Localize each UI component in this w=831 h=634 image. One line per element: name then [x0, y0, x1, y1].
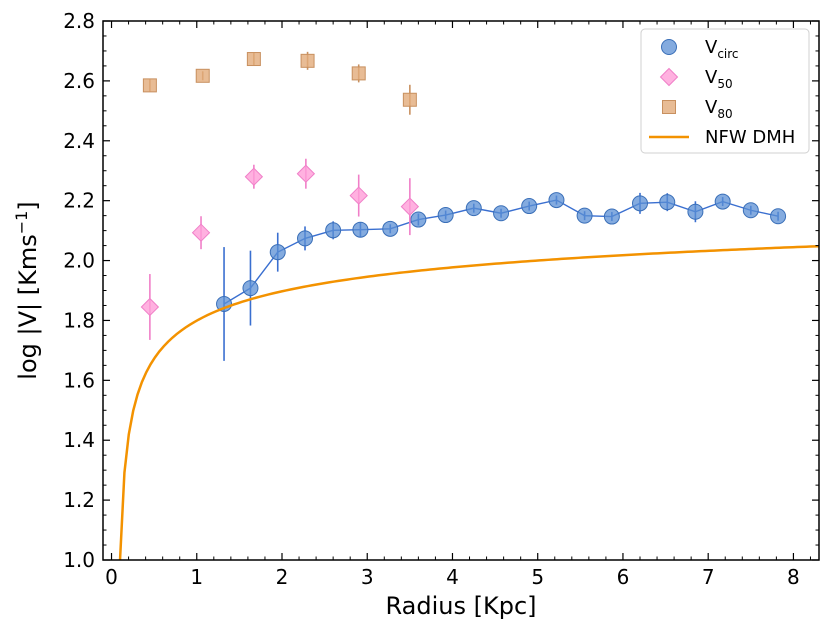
- legend-marker: [661, 39, 677, 55]
- data-point: [269, 244, 286, 261]
- x-tick-label: 2: [276, 565, 289, 589]
- nfw-dmh-curve: [118, 244, 819, 560]
- x-tick-label: 7: [702, 565, 715, 589]
- y-tick-label: 1.8: [63, 308, 95, 332]
- data-point: [382, 220, 399, 237]
- data-point: [297, 230, 314, 247]
- legend-label-sub: 80: [717, 107, 732, 121]
- legend-entry: V80: [662, 97, 733, 121]
- data-point: [632, 195, 648, 212]
- x-tick-label: 3: [361, 565, 374, 589]
- data-point: [140, 297, 160, 317]
- legend-marker: [662, 100, 676, 114]
- data-point: [246, 52, 261, 67]
- data-point: [349, 186, 368, 205]
- legend-entry: Vcirc: [661, 37, 739, 61]
- legend-label-sub: circ: [717, 47, 738, 61]
- data-point: [493, 205, 510, 222]
- data-point: [400, 197, 420, 216]
- x-tick-label: 6: [617, 565, 630, 589]
- legend-box: [640, 28, 810, 154]
- data-point: [352, 221, 369, 238]
- x-tick-label: 8: [787, 565, 800, 589]
- y-tick-label: 1.4: [63, 428, 95, 452]
- data-point: [687, 203, 704, 220]
- legend-entry: V50: [659, 67, 733, 91]
- y-tick-label: 2.6: [63, 69, 95, 93]
- data-point: [770, 208, 787, 225]
- series-v-80: [142, 51, 417, 115]
- legend-label-main: V: [705, 37, 718, 58]
- y-tick-label: 2.8: [63, 9, 95, 33]
- data-point: [191, 223, 211, 242]
- y-axis-label-sup: −1: [12, 211, 31, 235]
- data-point: [521, 198, 538, 215]
- data-point: [244, 167, 264, 186]
- series-nfw-dmh: [118, 244, 819, 560]
- legend-label: Vcirc: [705, 37, 739, 61]
- legend-marker: [659, 67, 679, 87]
- legend-label: V80: [705, 97, 733, 121]
- x-axis-label: Radius [Kpc]: [386, 592, 537, 620]
- data-point: [714, 193, 731, 210]
- series-v-circ: [216, 192, 787, 361]
- data-point: [402, 92, 417, 107]
- data-point: [659, 194, 676, 211]
- y-tick-label: 1.2: [63, 488, 95, 512]
- data-point: [195, 68, 210, 83]
- y-tick-label: 1.0: [63, 548, 95, 572]
- data-point: [548, 192, 565, 209]
- y-tick-label: 2.4: [63, 129, 95, 153]
- legend-entry: NFW DMH: [649, 127, 795, 148]
- data-point: [296, 164, 316, 183]
- y-axis-label-end: ]: [14, 201, 42, 210]
- legend-label-main: V: [705, 67, 718, 88]
- legend-label-sub: 50: [717, 77, 732, 91]
- y-tick-label: 2.0: [63, 249, 95, 273]
- data-point: [437, 207, 454, 224]
- axes: 0 1 2 3 4 5 6 7 8 1.0 1.2 1.4 1.6 1.8 2.0 2.2 2.4 2.6 2.8 R…: [12, 9, 820, 620]
- y-axis-label-main: log |V| [Kms: [14, 234, 42, 379]
- legend-label: V50: [705, 67, 733, 91]
- data-point: [142, 78, 157, 93]
- data-point: [325, 222, 342, 239]
- x-tick-label: 1: [190, 565, 203, 589]
- y-tick-label: 1.6: [63, 368, 95, 392]
- legend-label-main: NFW DMH: [705, 127, 795, 148]
- series-layer: [118, 51, 819, 560]
- data-point: [742, 202, 759, 219]
- legend-label: NFW DMH: [705, 127, 795, 148]
- y-tick-label: 2.2: [63, 189, 95, 213]
- x-tick-label: 4: [446, 565, 459, 589]
- data-point: [242, 280, 259, 297]
- data-point: [465, 200, 482, 217]
- data-point: [410, 211, 427, 228]
- data-point: [576, 207, 593, 224]
- series-v-50: [140, 158, 420, 340]
- y-axis-label: log |V| [Kms−1]: [12, 201, 42, 379]
- data-point: [300, 53, 315, 68]
- x-tick-label: 5: [531, 565, 544, 589]
- data-point: [603, 208, 620, 225]
- data-point: [351, 66, 366, 81]
- legend-label-main: V: [705, 97, 718, 118]
- x-tick-label: 0: [105, 565, 118, 589]
